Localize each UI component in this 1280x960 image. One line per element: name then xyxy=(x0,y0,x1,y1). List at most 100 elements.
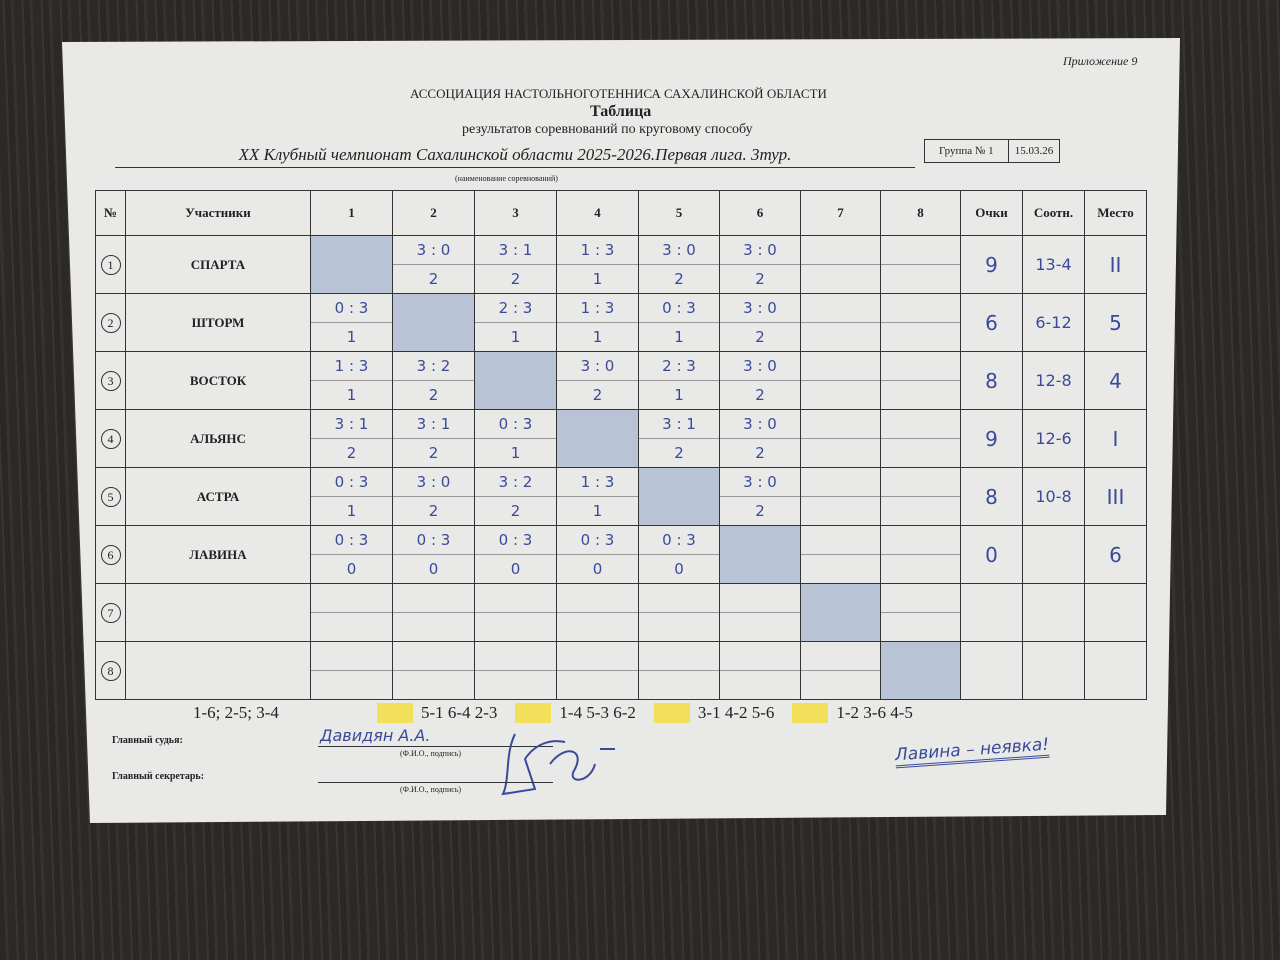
match-points: 0 xyxy=(346,560,357,578)
header-no: № xyxy=(95,190,126,236)
judge-name: Давидян А.А. xyxy=(320,726,431,745)
row-number: 8 xyxy=(95,641,126,700)
match-score: 0 : 3 xyxy=(557,526,638,555)
participant-name: СПАРТА xyxy=(125,235,311,294)
place-cell xyxy=(1084,583,1147,642)
result-cell: 3 : 0 2 xyxy=(719,409,801,468)
result-cell: 1 : 3 1 xyxy=(310,351,393,410)
match-points: 0 xyxy=(674,560,684,578)
result-cell: 3 : 0 2 xyxy=(719,293,801,352)
match-score: 3 : 0 xyxy=(639,236,719,265)
match-score: 3 : 1 xyxy=(475,236,556,265)
header-opponent-5: 5 xyxy=(638,190,720,236)
participant-name: АЛЬЯНС xyxy=(125,409,311,468)
match-points: 1 xyxy=(592,270,603,288)
result-cell: 3 : 0 2 xyxy=(638,235,720,294)
match-score: 1 : 3 xyxy=(311,352,392,381)
header-place: Место xyxy=(1084,190,1147,236)
place-cell: I xyxy=(1084,409,1147,468)
place-cell: 4 xyxy=(1084,351,1147,410)
match-points: 0 xyxy=(428,560,439,578)
match-score: 0 : 3 xyxy=(639,526,719,555)
match-points: 1 xyxy=(346,386,357,404)
table-row: 7 xyxy=(95,583,1147,642)
header-opponent-2: 2 xyxy=(392,190,475,236)
result-cell: 3 : 0 2 xyxy=(392,235,475,294)
schedule-round: 5-1 6-4 2-3 xyxy=(420,703,498,722)
row-number-label: 8 xyxy=(100,660,121,681)
result-cell: 3 : 1 2 xyxy=(392,409,475,468)
ratio-cell: 12-8 xyxy=(1022,351,1085,410)
fio-caption: (Ф.И.О., подпись) xyxy=(400,749,462,758)
place-cell xyxy=(1084,641,1147,700)
points-cell: 9 xyxy=(960,409,1023,468)
result-cell: 3 : 2 2 xyxy=(474,467,557,526)
match-points: 2 xyxy=(755,328,765,346)
result-cell xyxy=(880,583,961,642)
schedule-round: 3-1 4-2 5-6 xyxy=(697,703,775,722)
match-points: 1 xyxy=(346,502,357,520)
points-cell: 9 xyxy=(960,235,1023,294)
match-score: 0 : 3 xyxy=(311,526,392,555)
match-points: 2 xyxy=(428,444,439,462)
result-cell xyxy=(474,641,557,700)
row-number: 5 xyxy=(95,467,126,526)
match-score: 3 : 2 xyxy=(475,468,556,497)
match-points: 2 xyxy=(755,386,765,404)
result-cell xyxy=(880,467,961,526)
yellow-marker xyxy=(653,703,690,723)
row-number: 6 xyxy=(95,525,126,584)
points-cell: 8 xyxy=(960,467,1023,526)
points-cell xyxy=(960,583,1023,642)
diagonal-cell xyxy=(719,525,801,584)
header-points: Очки xyxy=(960,190,1023,236)
competition-date: 15.03.26 xyxy=(1014,145,1054,157)
header-opponent-6: 6 xyxy=(719,190,801,236)
signature-icon xyxy=(501,733,615,796)
competition-name: XX Клубный чемпионат Сахалинской области… xyxy=(115,145,915,168)
ratio-cell: 10-8 xyxy=(1022,467,1085,526)
match-points: 1 xyxy=(674,328,684,346)
match-score: 2 : 3 xyxy=(639,352,719,381)
table-row: 8 xyxy=(95,641,1147,700)
result-cell xyxy=(880,351,961,410)
participant-name xyxy=(125,641,311,700)
match-score: 3 : 2 xyxy=(393,352,474,381)
match-points: 1 xyxy=(592,502,603,520)
match-score: 0 : 3 xyxy=(311,294,392,323)
points-cell: 8 xyxy=(960,351,1023,410)
match-score: 3 : 1 xyxy=(311,410,392,439)
header-ratio: Соотн. xyxy=(1022,190,1085,236)
yellow-marker xyxy=(376,703,413,723)
match-points: 1 xyxy=(592,328,603,346)
ratio-cell xyxy=(1022,583,1085,642)
match-points: 0 xyxy=(592,560,603,578)
schedule-round: 1-6; 2-5; 3-4 xyxy=(193,703,279,722)
group-number: Группа № 1 xyxy=(925,140,1009,162)
result-cell: 2 : 3 1 xyxy=(474,293,557,352)
match-points: 2 xyxy=(510,270,521,288)
result-cell: 3 : 0 2 xyxy=(719,351,801,410)
ratio-cell: 13-4 xyxy=(1022,235,1085,294)
row-number-label: 3 xyxy=(100,370,121,391)
match-points: 1 xyxy=(510,328,521,346)
result-cell xyxy=(392,641,475,700)
row-number-label: 6 xyxy=(100,544,121,565)
result-cell xyxy=(556,641,639,700)
points-cell: 6 xyxy=(960,293,1023,352)
row-number-label: 2 xyxy=(100,312,121,333)
ratio-cell xyxy=(1022,525,1085,584)
match-score: 3 : 0 xyxy=(720,410,800,439)
secretary-line xyxy=(318,782,553,783)
ratio-cell xyxy=(1022,641,1085,700)
result-cell xyxy=(880,525,961,584)
match-score: 1 : 3 xyxy=(557,294,638,323)
row-number-label: 7 xyxy=(100,602,121,623)
competition-caption: (наименование соревнований) xyxy=(455,174,558,183)
row-number-label: 1 xyxy=(100,254,121,275)
match-score: 0 : 3 xyxy=(639,294,719,323)
results-table: № Участники 1 2 3 4 5 6 7 8 Очки Соотн. Место 1 СПАРТ… xyxy=(95,190,1147,700)
match-score: 3 : 0 xyxy=(393,468,474,497)
handwritten-note: Лавина – неявка! xyxy=(894,734,1051,769)
